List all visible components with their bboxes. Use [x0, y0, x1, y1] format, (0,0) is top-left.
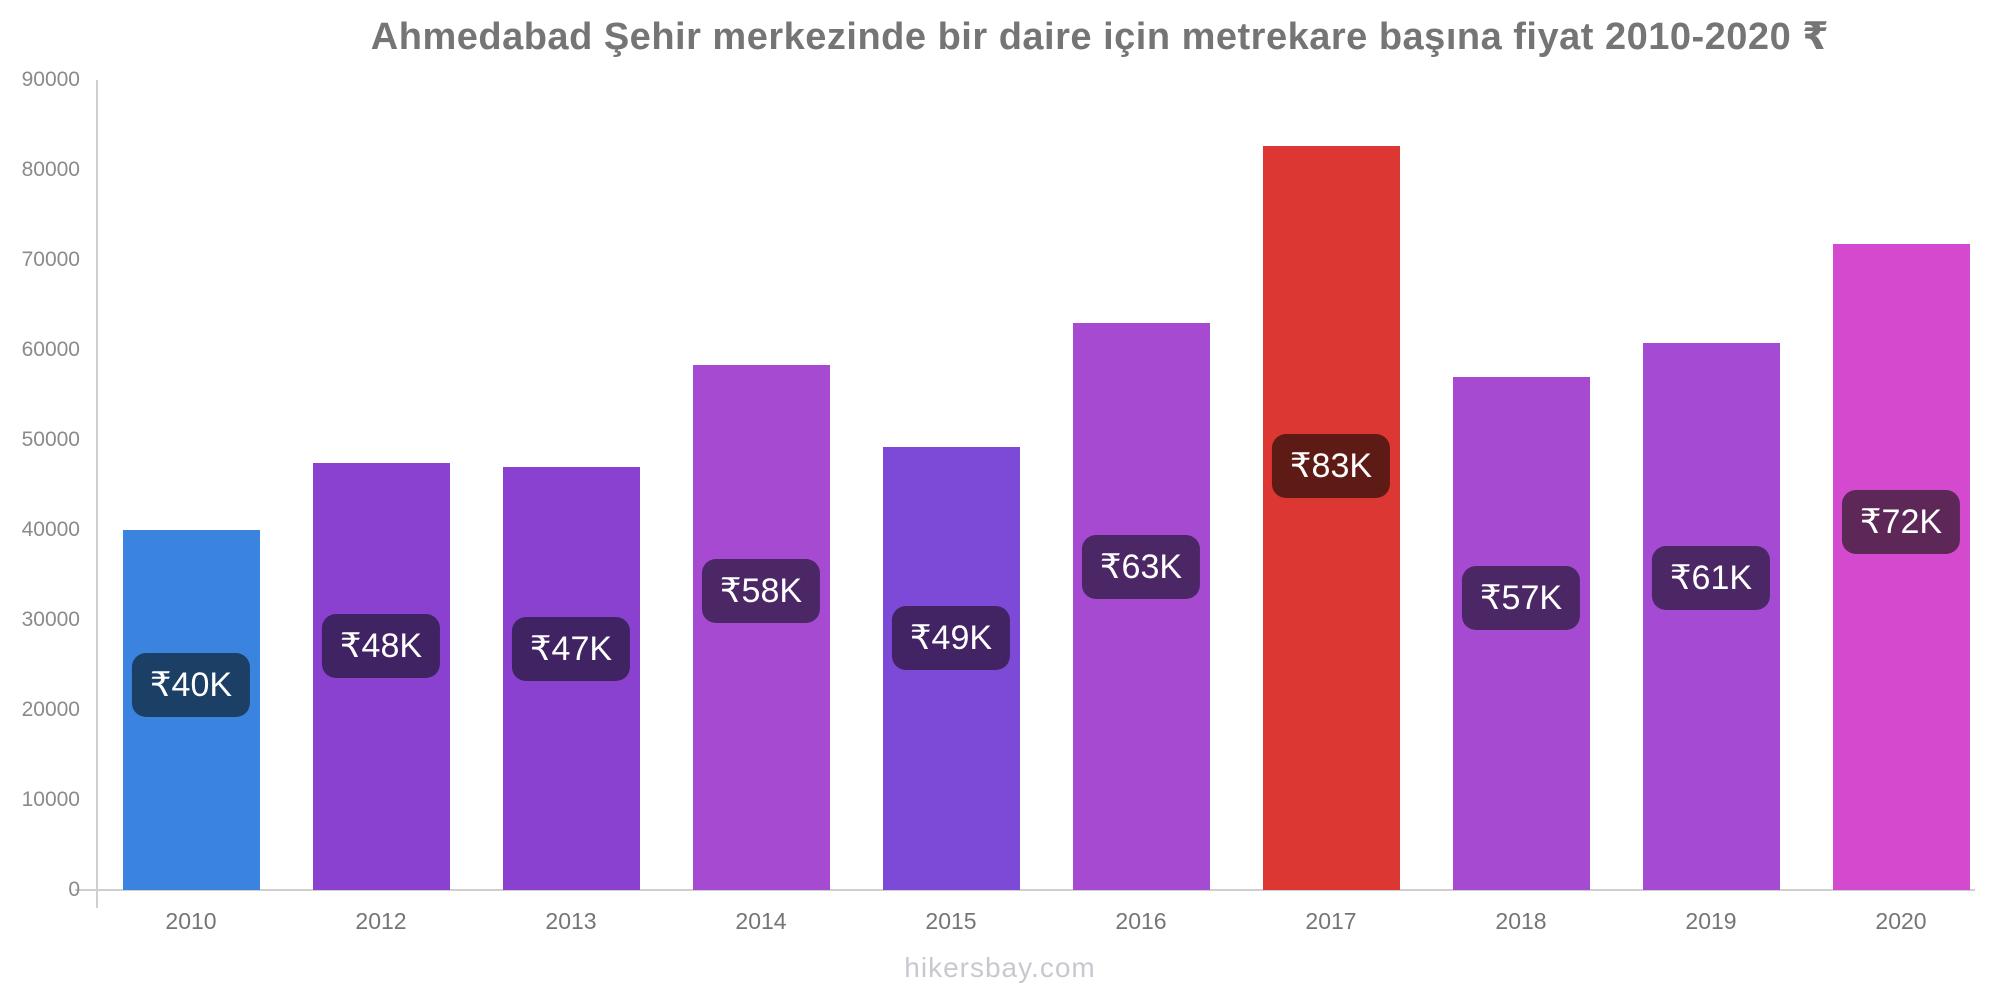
bar-value-label-2018: ₹57K	[1461, 565, 1581, 630]
bar-value-label-2014: ₹58K	[701, 558, 821, 623]
bar-value-label-2017: ₹83K	[1271, 433, 1391, 498]
x-tick-label-2012: 2012	[355, 908, 407, 934]
bar-value-label-2015: ₹49K	[891, 605, 1011, 670]
y-tick-label-50000: 50000	[21, 428, 80, 451]
x-tick-label-2018: 2018	[1495, 908, 1547, 934]
plot-area: ₹40K ₹48K ₹47K ₹58K ₹49K ₹63K ₹83K ₹57K ₹61K ₹72K	[96, 80, 1976, 890]
bar-2016[interactable]: ₹63K	[1072, 323, 1210, 890]
bar-value-label-2012: ₹48K	[321, 614, 441, 679]
bar-value-label-2020: ₹72K	[1841, 489, 1961, 554]
bar-2014[interactable]: ₹58K	[692, 365, 830, 890]
bar-value-label-2013: ₹47K	[511, 616, 631, 681]
bar-2013[interactable]: ₹47K	[502, 467, 640, 890]
bar-2015[interactable]: ₹49K	[882, 447, 1020, 890]
x-tick-label-2016: 2016	[1115, 908, 1167, 934]
y-axis-line	[96, 80, 98, 908]
bar-value-label-2010: ₹40K	[131, 652, 251, 717]
bar-value-label-2019: ₹61K	[1651, 546, 1771, 611]
chart-title: Ahmedabad Şehir merkezinde bir daire içi…	[370, 16, 1830, 58]
x-tick-label-2019: 2019	[1685, 908, 1737, 934]
y-tick-label-20000: 20000	[21, 698, 80, 721]
bar-2010[interactable]: ₹40K	[122, 530, 260, 890]
x-tick-label-2014: 2014	[735, 908, 787, 934]
y-tick-label-80000: 80000	[21, 158, 80, 181]
x-tick-label-2015: 2015	[925, 908, 977, 934]
y-tick-label-60000: 60000	[21, 338, 80, 361]
y-tick-label-0: 0	[68, 878, 80, 901]
bar-2012[interactable]: ₹48K	[312, 462, 450, 890]
x-tick-label-2013: 2013	[545, 908, 597, 934]
bar-2019[interactable]: ₹61K	[1642, 342, 1780, 890]
x-axis-line	[75, 889, 1975, 891]
bar-value-label-2016: ₹63K	[1081, 534, 1201, 599]
y-tick-label-90000: 90000	[21, 68, 80, 91]
x-tick-label-2020: 2020	[1875, 908, 1927, 934]
x-tick-label-2010: 2010	[165, 908, 217, 934]
y-tick-label-70000: 70000	[21, 248, 80, 271]
bar-2017[interactable]: ₹83K	[1262, 145, 1400, 890]
bar-2020[interactable]: ₹72K	[1832, 243, 1970, 890]
watermark-text: hikersbay.com	[904, 952, 1096, 983]
y-tick-label-10000: 10000	[21, 788, 80, 811]
y-tick-label-40000: 40000	[21, 518, 80, 541]
bar-2018[interactable]: ₹57K	[1452, 377, 1590, 890]
y-tick-label-30000: 30000	[21, 608, 80, 631]
x-tick-label-2017: 2017	[1305, 908, 1357, 934]
